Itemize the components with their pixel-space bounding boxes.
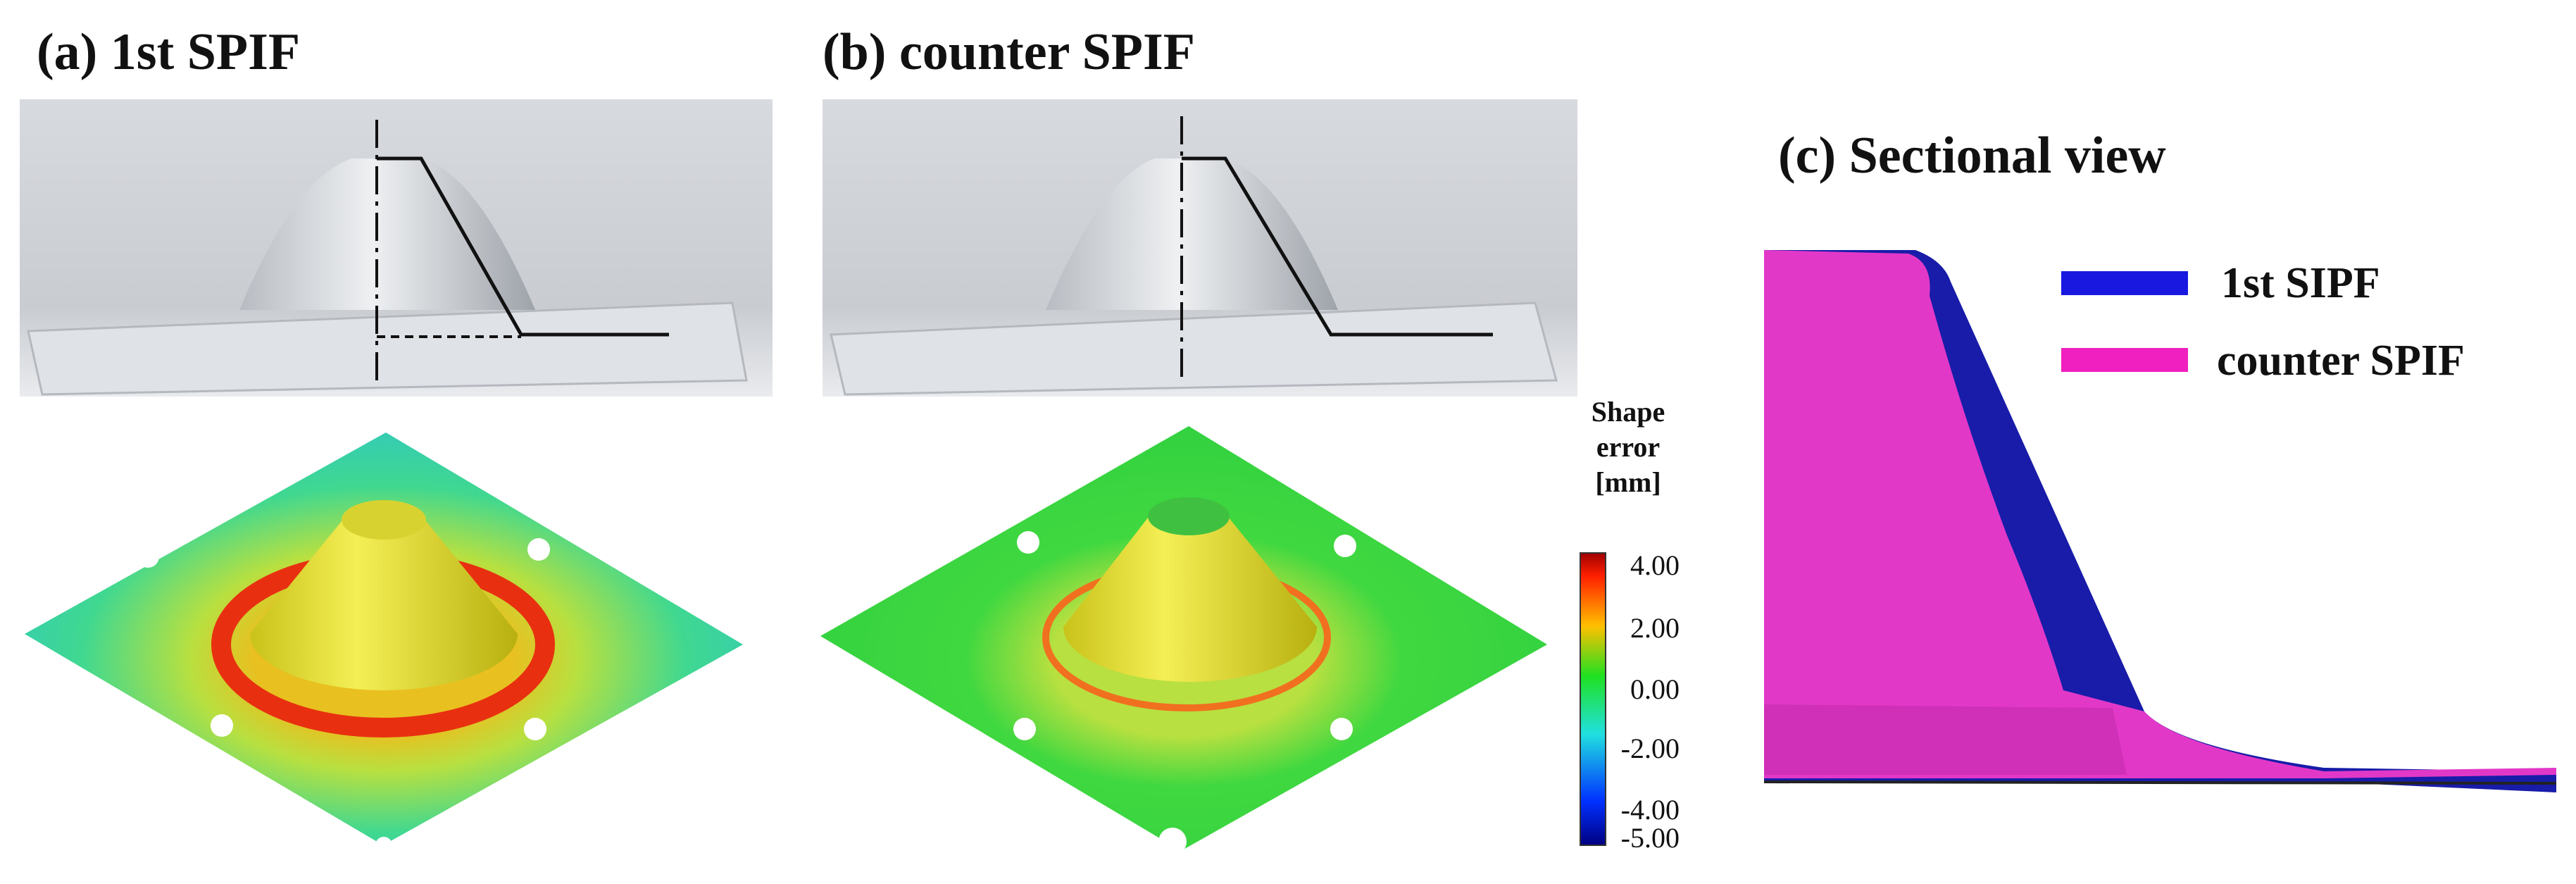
colorbar-tick-label: -5.00 [1621, 822, 1680, 854]
panel-title: (c) Sectional view [1778, 127, 2166, 185]
heat-map [25, 432, 743, 854]
heat-map [820, 426, 1547, 856]
colorbar-tick-label: 4.00 [1630, 549, 1680, 581]
colorbar [1580, 552, 1606, 846]
photo [823, 99, 1577, 397]
colorbar-title: error [1596, 431, 1660, 463]
panel-title: (b) counter SPIF [823, 23, 1195, 81]
legend-swatch [2061, 348, 2188, 372]
colorbar-title: Shape [1592, 396, 1665, 428]
colorbar-tick-label: 2.00 [1630, 612, 1680, 644]
legend-label: counter SPIF [2217, 337, 2465, 385]
colorbar-tick-label: -4.00 [1621, 794, 1680, 826]
photo [20, 99, 773, 397]
colorbar-tick-label: -2.00 [1621, 733, 1680, 764]
colorbar-tick-label: 0.00 [1630, 673, 1680, 705]
sectional-view [1763, 250, 2557, 792]
panel-title: (a) 1st SPIF [37, 23, 300, 81]
legend-label: 1st SIPF [2221, 259, 2380, 307]
legend-swatch [2061, 271, 2188, 295]
colorbar-title: [mm] [1595, 466, 1661, 498]
